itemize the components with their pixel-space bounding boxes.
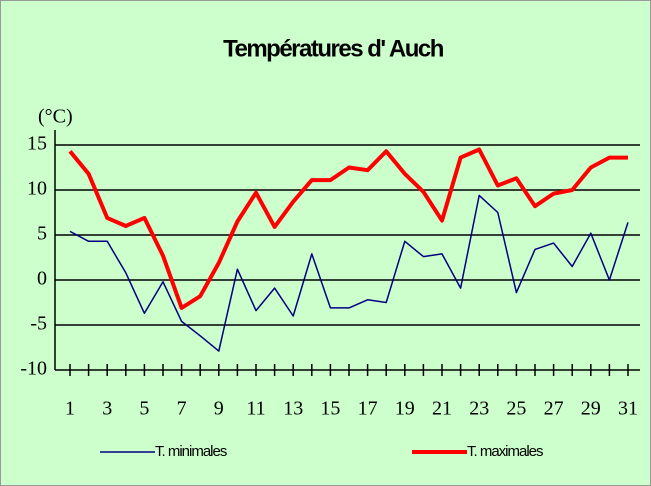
x-tick-label: 17 [358, 398, 378, 420]
x-tick-label: 11 [246, 398, 265, 420]
y-axis-unit: (°C) [38, 106, 73, 128]
x-tick-label: 25 [506, 398, 526, 420]
x-tick-label: 23 [469, 398, 489, 420]
legend-label: T. minimales [155, 443, 227, 460]
x-tick-label: 1 [65, 398, 75, 420]
x-tick-label: 29 [581, 398, 601, 420]
x-tick-label: 5 [139, 398, 149, 420]
x-tick-label: 15 [320, 398, 340, 420]
y-tick-label: 0 [37, 268, 47, 290]
x-tick-label: 9 [214, 398, 224, 420]
x-tick-label: 19 [395, 398, 415, 420]
y-tick-label: 10 [27, 178, 47, 200]
series-line [69, 194, 629, 352]
legend-label: T. maximales [467, 443, 543, 460]
chart-title: Températures d' Auch [223, 35, 444, 62]
y-tick-label: -5 [30, 313, 47, 335]
x-tick-label: 3 [102, 398, 112, 420]
x-tick-label: 7 [177, 398, 187, 420]
x-tick-label: 21 [432, 398, 452, 420]
y-tick-label: 15 [27, 133, 47, 155]
y-tick-label: 5 [37, 223, 47, 245]
x-tick-label: 13 [283, 398, 303, 420]
x-tick-label: 31 [618, 398, 638, 420]
series-line [68, 147, 628, 310]
y-tick-label: -10 [20, 358, 47, 380]
x-tick-label: 27 [544, 398, 564, 420]
